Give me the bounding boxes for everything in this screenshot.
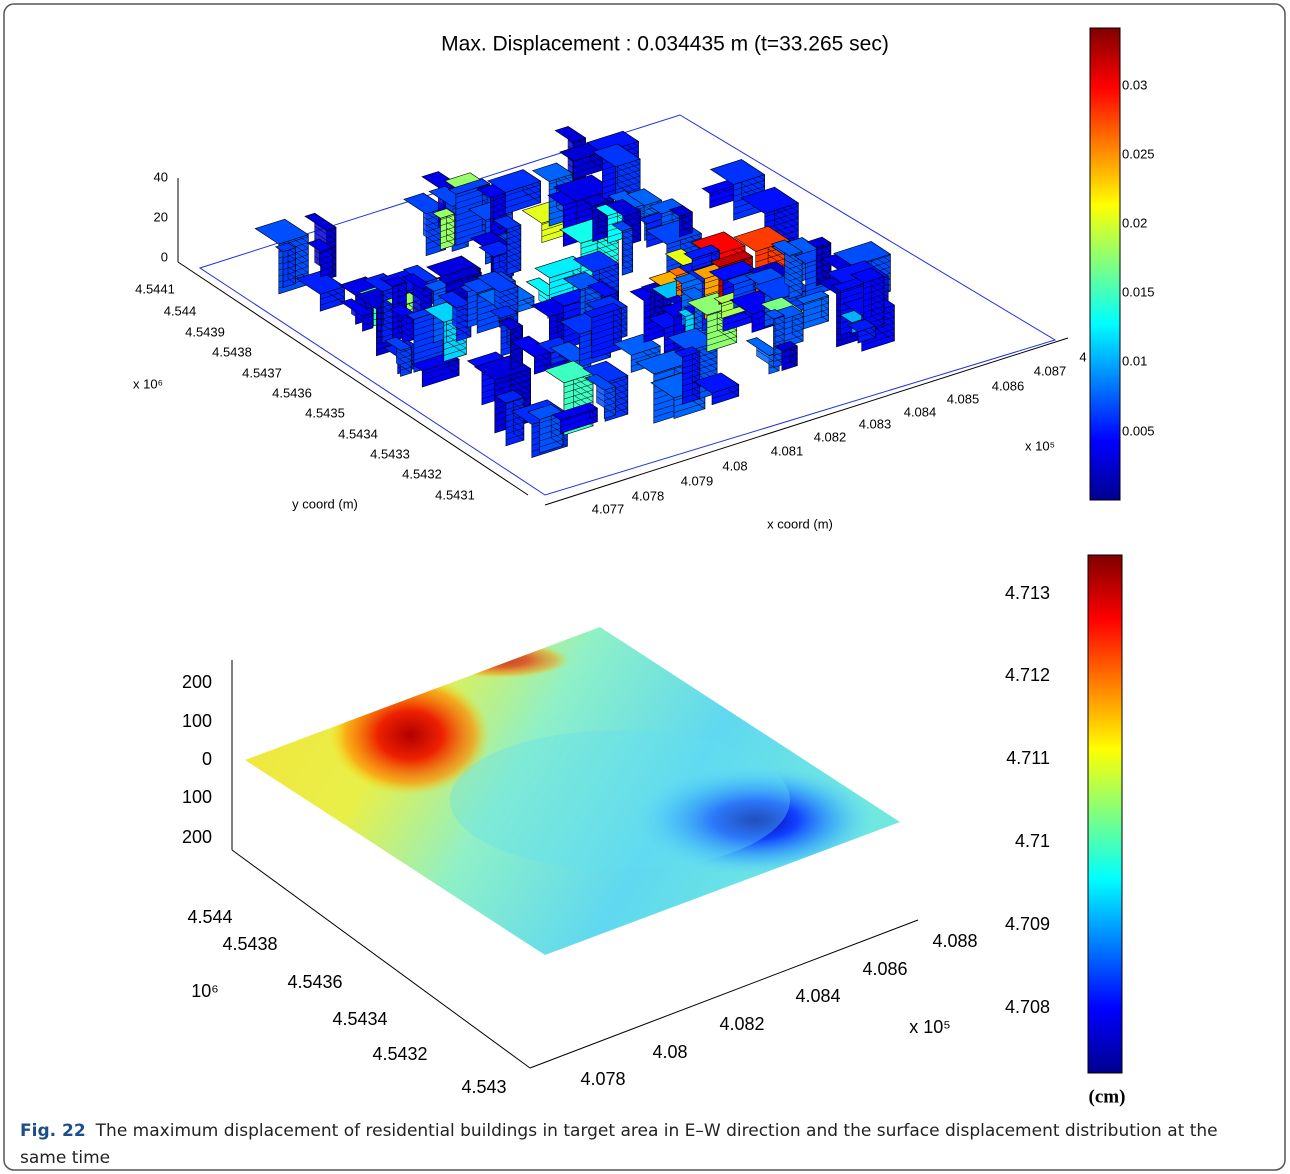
z-tick-label: 200	[182, 672, 212, 692]
y-tick-label: 4.5438	[222, 934, 277, 954]
z-tick-label: 100	[182, 787, 212, 807]
x-tick-label: 4.085	[947, 391, 980, 406]
y-tick-label: 4.544	[187, 907, 232, 927]
x-tick-label: 4.078	[580, 1069, 625, 1089]
axis-label: x 10⁵	[1025, 438, 1055, 453]
colorbar-tick-label: 0.02	[1122, 215, 1147, 230]
x-tick-label: 4.084	[904, 404, 937, 419]
colorbar	[1090, 28, 1120, 500]
y-tick-label: 4.544	[164, 303, 197, 318]
colorbar-tick-label: 4.713	[1005, 583, 1050, 603]
caption-label: Fig. 22	[20, 1121, 86, 1141]
colorbar-tick-label: 0.025	[1122, 146, 1155, 161]
plot-title: Max. Displacement : 0.034435 m (t=33.265…	[441, 33, 889, 56]
colorbar-tick-label: 0.01	[1122, 353, 1147, 368]
y-tick-label: 4.5432	[372, 1044, 427, 1064]
axis-label: x 10⁶	[133, 376, 163, 391]
z-tick-label: 200	[182, 827, 212, 847]
y-tick-label: 4.5435	[305, 405, 345, 420]
y-tick-label: 4.5437	[242, 365, 282, 380]
buildings	[255, 126, 894, 457]
figure-page: Max. Displacement : 0.034435 m (t=33.265…	[0, 0, 1290, 1174]
colorbar-unit: (cm)	[1089, 1086, 1126, 1107]
colorbar-tick-label: 0.015	[1122, 284, 1155, 299]
axis-label: y coord (m)	[292, 496, 358, 511]
building-roof	[555, 126, 585, 142]
colorbar-tick-label: 4.71	[1015, 831, 1050, 851]
z-tick-label: 100	[182, 711, 212, 731]
y-tick-label: 4.543	[461, 1077, 506, 1097]
figure: Max. Displacement : 0.034435 m (t=33.265…	[0, 0, 1290, 1174]
colorbar-tick-label: 4.712	[1005, 665, 1050, 685]
x-tick-label: 4.086	[862, 959, 907, 979]
colorbar-tick-label: 0.005	[1122, 423, 1155, 438]
x-tick-label: 4.079	[681, 473, 714, 488]
x-tick-label: 4.078	[632, 488, 665, 503]
y-tick-label: 4.5436	[272, 385, 312, 400]
z-tick-label: 20	[154, 209, 168, 224]
colorbar-tick-label: 4.711	[1006, 748, 1050, 768]
y-tick-label: 4.5441	[135, 281, 175, 296]
y-tick-label: 4.5434	[338, 426, 378, 441]
y-tick-label: 4.5436	[287, 972, 342, 992]
x-tick-label: 4.086	[992, 378, 1025, 393]
surface	[245, 627, 900, 955]
colorbar	[1088, 555, 1122, 1073]
y-tick-label: 4.5439	[185, 324, 225, 339]
x-tick-label: 4.084	[795, 986, 840, 1006]
axis-label: x coord (m)	[767, 516, 833, 531]
y-tick-label: 4.5432	[402, 466, 442, 481]
z-tick-label: 40	[154, 169, 168, 184]
x-tick-label: 4	[1079, 349, 1086, 364]
colorbar-tick-label: 0.03	[1122, 77, 1147, 92]
axis-label: x 10⁵	[909, 1017, 950, 1037]
x-tick-label: 4.082	[719, 1014, 764, 1034]
x-tick-label: 4.08	[722, 458, 747, 473]
x-tick-label: 4.087	[1034, 363, 1067, 378]
caption-text: The maximum displacement of residential …	[20, 1121, 1218, 1168]
z-tick-label: 0	[202, 749, 212, 769]
x-tick-label: 4.081	[771, 443, 804, 458]
x-tick-label: 4.088	[932, 931, 977, 951]
colorbar-tick-label: 4.708	[1005, 997, 1050, 1017]
x-tick-label: 4.077	[592, 501, 625, 516]
y-tick-label: 4.5431	[435, 487, 475, 502]
z-tick-label: 0	[161, 249, 168, 264]
building-face	[692, 347, 700, 399]
colorbar-tick-label: 4.709	[1005, 914, 1050, 934]
axis-label: 10⁶	[191, 981, 218, 1001]
x-tick-label: 4.082	[814, 429, 847, 444]
y-tick-label: 4.5433	[370, 446, 410, 461]
caption: Fig. 22The maximum displacement of resid…	[20, 1118, 1260, 1172]
x-tick-label: 4.083	[859, 416, 892, 431]
x-tick-label: 4.08	[652, 1042, 687, 1062]
y-tick-label: 4.5434	[332, 1009, 387, 1029]
y-tick-label: 4.5438	[212, 344, 252, 359]
